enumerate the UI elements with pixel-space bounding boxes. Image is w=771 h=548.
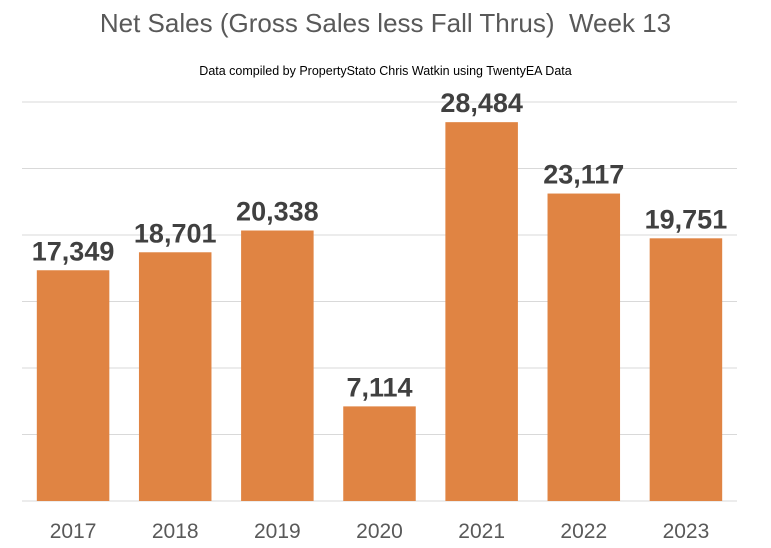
bar-2019 xyxy=(241,230,314,502)
bar-2023 xyxy=(649,238,723,501)
data-labels: 17,349 18,701 20,338 7,114 28,484 23,117 19,75… xyxy=(32,88,727,402)
data-label-2022: 23,117 xyxy=(543,160,624,190)
x-tick-label-2022: 2022 xyxy=(560,520,607,543)
x-tick-label-2020: 2020 xyxy=(356,520,403,543)
bar-2021 xyxy=(445,122,518,501)
bars xyxy=(36,122,723,502)
x-tick-label-2023: 2023 xyxy=(663,520,710,543)
data-label-2021: 28,484 xyxy=(440,88,523,118)
bar-2022 xyxy=(547,193,621,502)
data-label-2017: 17,349 xyxy=(32,236,115,266)
bar-2020 xyxy=(343,406,416,501)
data-label-2018: 18,701 xyxy=(134,218,217,248)
data-label-2020: 7,114 xyxy=(346,372,412,402)
x-tick-label-2017: 2017 xyxy=(50,520,97,543)
x-tick-label-2019: 2019 xyxy=(254,520,301,543)
bar-2017 xyxy=(36,270,110,501)
chart-subtitle: Data compiled by PropertyStato Chris Wat… xyxy=(199,64,572,78)
chart-title: Net Sales (Gross Sales less Fall Thrus) … xyxy=(99,8,672,38)
x-tick-label-2021: 2021 xyxy=(458,520,505,543)
x-axis-tick-labels: 2017 2018 2019 2020 2021 2022 2023 xyxy=(50,520,710,543)
x-tick-label-2018: 2018 xyxy=(152,520,199,543)
data-label-2019: 20,338 xyxy=(236,197,319,227)
bar-2018 xyxy=(138,252,212,501)
data-label-2023: 19,751 xyxy=(645,204,728,234)
